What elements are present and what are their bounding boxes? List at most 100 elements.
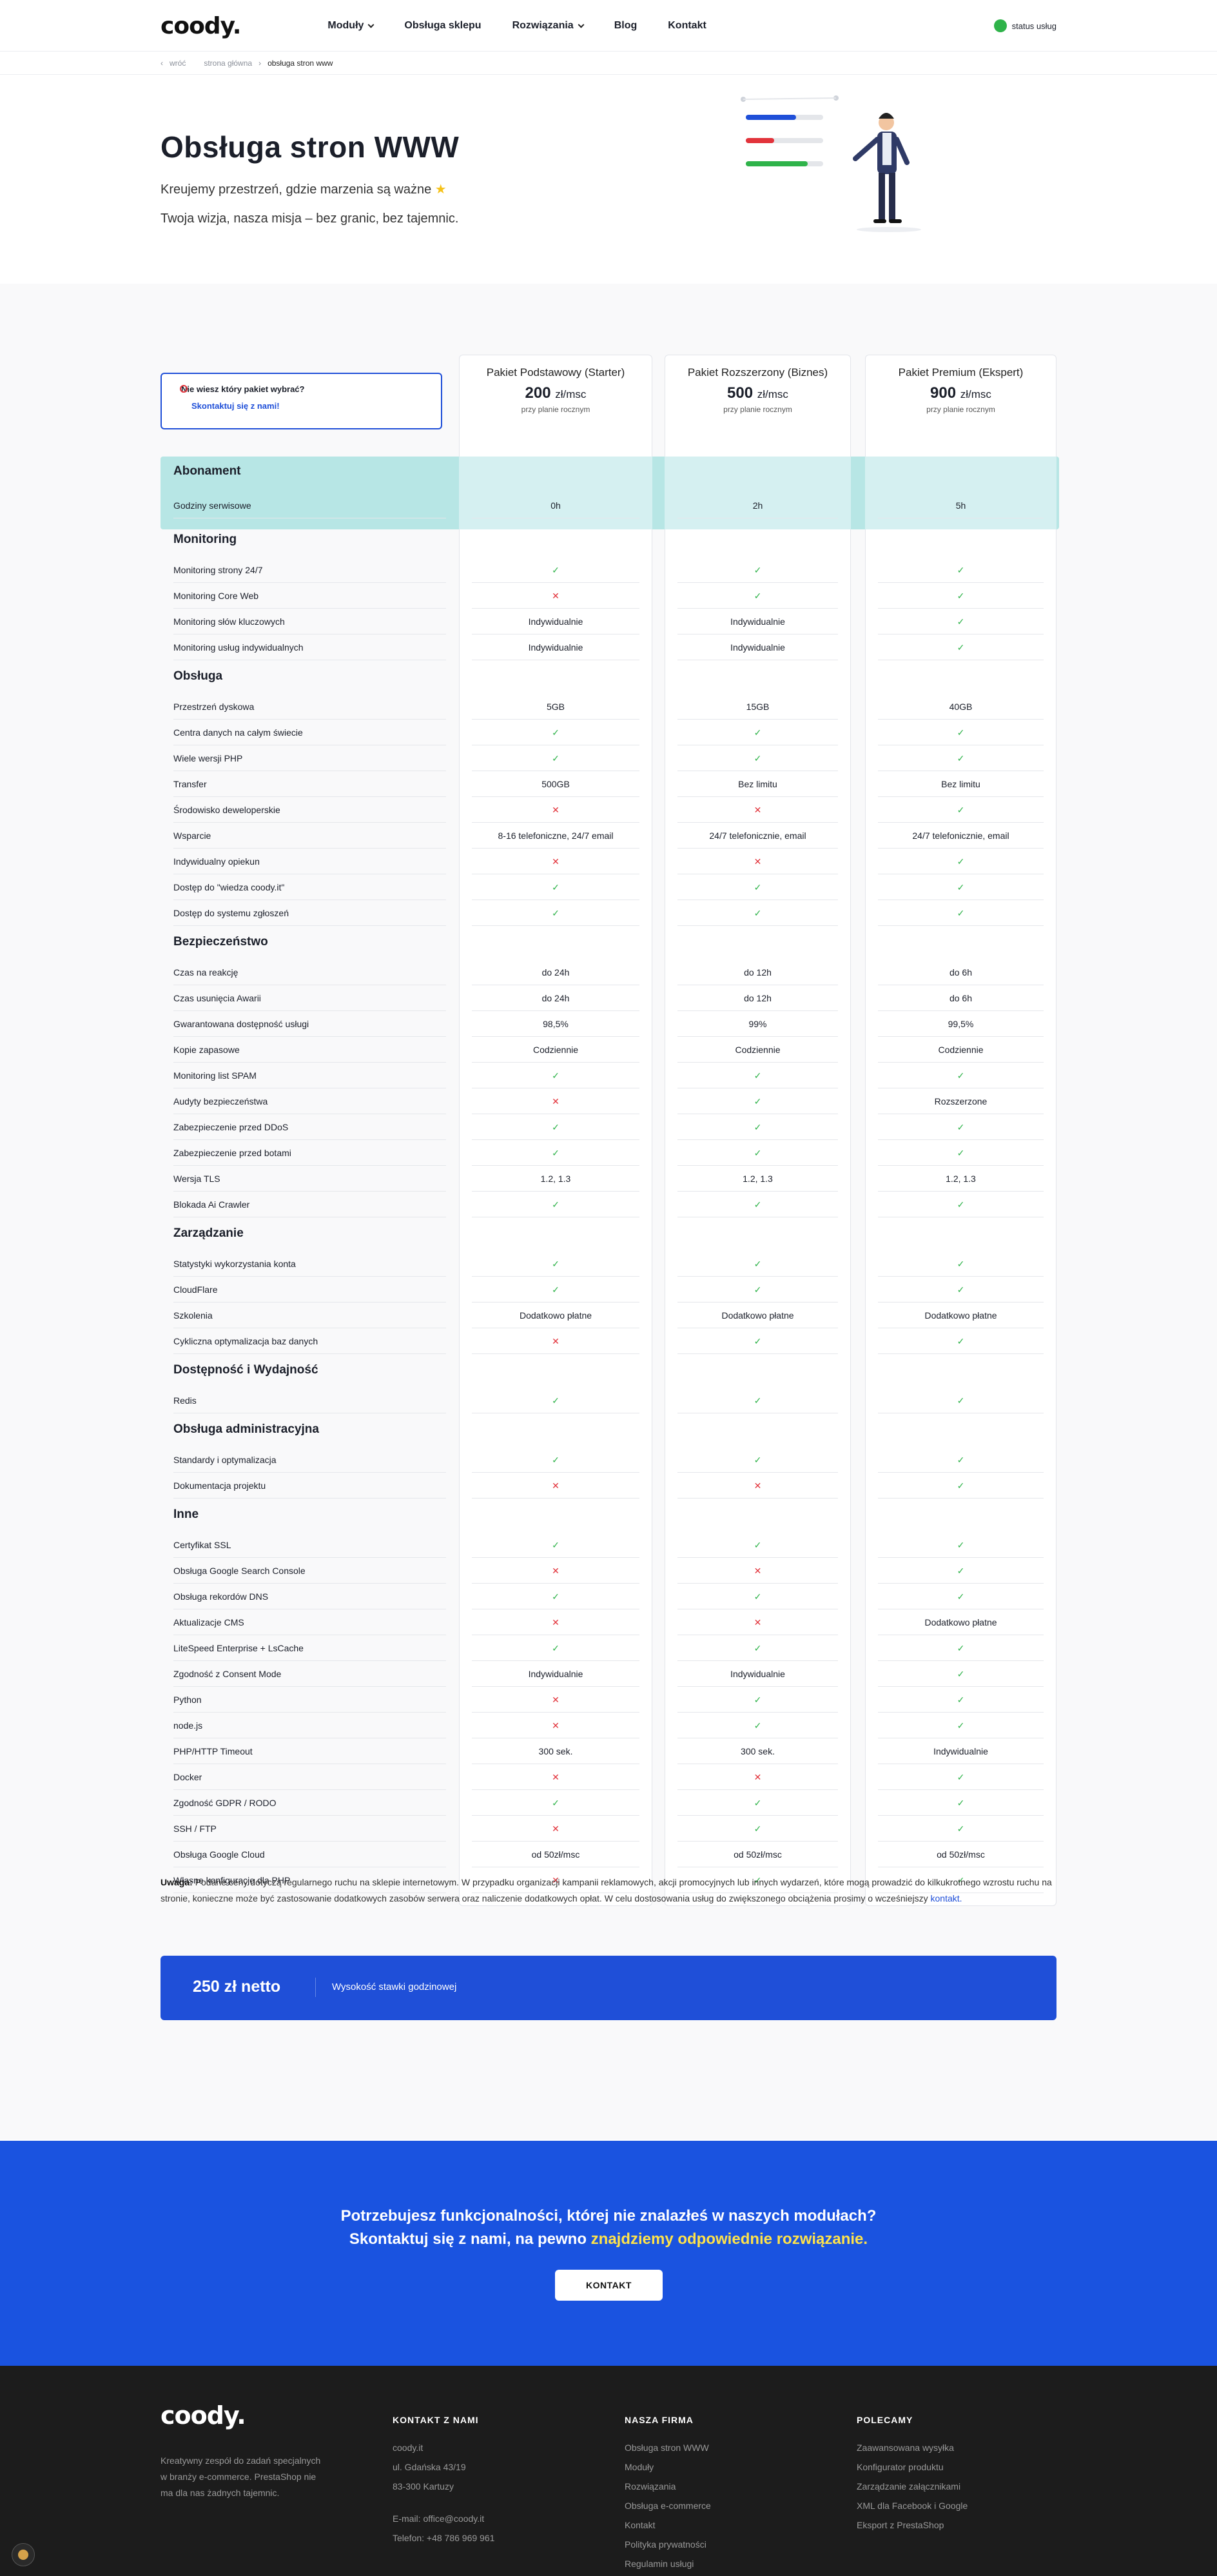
feature-row: Zabezpieczenie przed botami ✓ ✓ ✓ xyxy=(161,1140,1056,1166)
site-footer: coody. Kreatywny zespół do zadań specjal… xyxy=(0,2366,1217,2576)
feature-label: Redis xyxy=(173,1395,197,1406)
cross-icon: ✕ xyxy=(552,1566,560,1576)
feature-value: do 24h xyxy=(541,993,570,1003)
feature-row: Przestrzeń dyskowa 5GB 15GB 40GB xyxy=(161,694,1056,720)
feature-label: CloudFlare xyxy=(173,1284,218,1295)
cross-icon: ✕ xyxy=(754,1480,762,1491)
section-title: Obsługa xyxy=(173,669,223,683)
footer-link[interactable]: Eksport z PrestaShop xyxy=(857,2520,944,2530)
feature-value: Dodatkowo płatne xyxy=(519,1310,592,1321)
check-icon: ✓ xyxy=(957,1480,965,1491)
footer-link[interactable]: Zarządzanie załącznikami xyxy=(857,2481,961,2492)
divider xyxy=(472,1353,639,1354)
cross-icon: ✕ xyxy=(754,1772,762,1782)
footer-link[interactable]: Obsługa stron WWW xyxy=(625,2443,709,2453)
note-contact-link[interactable]: kontakt. xyxy=(930,1893,962,1903)
divider xyxy=(472,1815,639,1816)
check-icon: ✓ xyxy=(957,1148,965,1158)
footer-logo[interactable]: coody. xyxy=(161,2401,246,2430)
divider xyxy=(472,1302,639,1303)
cross-icon: ✕ xyxy=(754,1566,762,1576)
feature-label: Monitoring strony 24/7 xyxy=(173,565,263,575)
divider xyxy=(878,1010,1044,1011)
divider xyxy=(173,1036,446,1037)
feature-label: Wsparcie xyxy=(173,831,211,841)
feature-value: Codziennie xyxy=(532,1045,579,1055)
footer-phone[interactable]: Telefon: +48 786 969 961 xyxy=(393,2533,495,2543)
cross-icon: ✕ xyxy=(552,1875,560,1885)
feature-row: node.js ✕ ✓ ✓ xyxy=(161,1713,1056,1738)
divider xyxy=(472,925,639,926)
check-icon: ✓ xyxy=(552,1284,560,1295)
check-icon: ✓ xyxy=(754,1395,762,1406)
footer-link[interactable]: XML dla Facebook i Google xyxy=(857,2501,968,2511)
breadcrumb-back[interactable]: wróć xyxy=(170,59,186,68)
package-price: 900 zł/msc xyxy=(930,384,991,402)
divider xyxy=(472,1062,639,1063)
feature-value: Bez limitu xyxy=(941,779,980,789)
pricing-section: Nie wiesz który pakiet wybrać? Skontaktu… xyxy=(0,284,1217,2139)
feature-label: PHP/HTTP Timeout xyxy=(173,1746,253,1756)
divider xyxy=(472,1789,639,1790)
feature-row: Zgodność GDPR / RODO ✓ ✓ ✓ xyxy=(161,1790,1056,1816)
nav-item-solutions[interactable]: Rozwiązania xyxy=(512,20,585,32)
cross-icon: ✕ xyxy=(552,1480,560,1491)
feature-value: 8-16 telefoniczne, 24/7 email xyxy=(498,831,614,841)
feature-label: Statystyki wykorzystania konta xyxy=(173,1259,296,1269)
breadcrumb: ‹ wróć strona główna › obsługa stron www xyxy=(0,52,1217,75)
check-icon: ✓ xyxy=(552,1455,560,1465)
cta-contact-button[interactable]: KONTAKT xyxy=(555,2270,663,2301)
logo[interactable]: coody. xyxy=(161,12,241,39)
divider xyxy=(677,1498,838,1499)
feature-value: do 6h xyxy=(949,967,973,978)
footer-link[interactable]: Obsługa e-commerce xyxy=(625,2501,711,2511)
check-icon: ✓ xyxy=(552,882,560,892)
footer-link[interactable]: Regulamin usługi xyxy=(625,2559,694,2569)
divider xyxy=(173,1815,446,1816)
divider xyxy=(315,1978,316,1997)
footer-link[interactable]: Rozwiązania xyxy=(625,2481,676,2492)
footer-col-contact: KONTAKT Z NAMI coody.it ul. Gdańska 43/1… xyxy=(393,2415,494,2548)
cross-icon: ✕ xyxy=(552,1096,560,1106)
footer-link[interactable]: Moduły xyxy=(625,2462,654,2472)
pricing-note: Uwaga: Podane ceny dotyczą regularnego r… xyxy=(161,1877,1052,1903)
footer-link[interactable]: coody.it xyxy=(393,2443,424,2453)
feature-row: SSH / FTP ✕ ✓ ✓ xyxy=(161,1816,1056,1842)
nav-item-contact[interactable]: Kontakt xyxy=(668,20,706,31)
divider xyxy=(173,1472,446,1473)
hero: Obsługa stron WWW Kreujemy przestrzeń, g… xyxy=(0,75,1217,284)
package-header-premium: Pakiet Premium (Ekspert) 900 zł/msc przy… xyxy=(865,366,1056,414)
star-icon: ★ xyxy=(434,182,447,197)
feature-row: Indywidualny opiekun ✕ ✕ ✓ xyxy=(161,849,1056,874)
footer-link[interactable]: Konfigurator produktu xyxy=(857,2462,944,2472)
feature-row: Transfer 500GB Bez limitu Bez limitu xyxy=(161,771,1056,797)
check-icon: ✓ xyxy=(552,1148,560,1158)
help-contact-link[interactable]: Skontaktuj się z nami! xyxy=(191,401,280,411)
divider xyxy=(677,1686,838,1687)
footer-link[interactable]: Polityka prywatności xyxy=(625,2539,706,2550)
feature-value: 1.2, 1.3 xyxy=(540,1174,571,1184)
nav-item-modules[interactable]: Moduły xyxy=(327,20,375,32)
divider xyxy=(173,822,446,823)
divider xyxy=(677,1583,838,1584)
footer-email[interactable]: E-mail: office@coody.it xyxy=(393,2513,485,2524)
feature-value: 24/7 telefonicznie, email xyxy=(709,831,806,841)
feature-value: do 12h xyxy=(744,993,772,1003)
divider xyxy=(472,1036,639,1037)
hero-tagline: Kreujemy przestrzeń, gdzie marzenia są w… xyxy=(161,182,447,197)
footer-link[interactable]: Kontakt xyxy=(625,2520,656,2530)
nav-item-shop-service[interactable]: Obsługa sklepu xyxy=(404,20,482,31)
feature-value: Indywidualnie xyxy=(730,616,785,627)
divider xyxy=(878,1557,1044,1558)
status-link[interactable]: status usług xyxy=(993,19,1056,32)
breadcrumb-home[interactable]: strona główna xyxy=(204,59,253,68)
check-icon: ✓ xyxy=(957,1798,965,1808)
cookie-settings-icon[interactable] xyxy=(12,2543,35,2566)
hero-illustration xyxy=(741,95,921,232)
footer-link[interactable]: Zaawansowana wysyłka xyxy=(857,2443,954,2453)
divider xyxy=(173,1302,446,1303)
feature-row: CloudFlare ✓ ✓ ✓ xyxy=(161,1277,1056,1303)
feature-row: Kopie zapasowe Codziennie Codziennie Codzie… xyxy=(161,1037,1056,1063)
nav-item-blog[interactable]: Blog xyxy=(614,20,638,31)
divider xyxy=(472,1557,639,1558)
